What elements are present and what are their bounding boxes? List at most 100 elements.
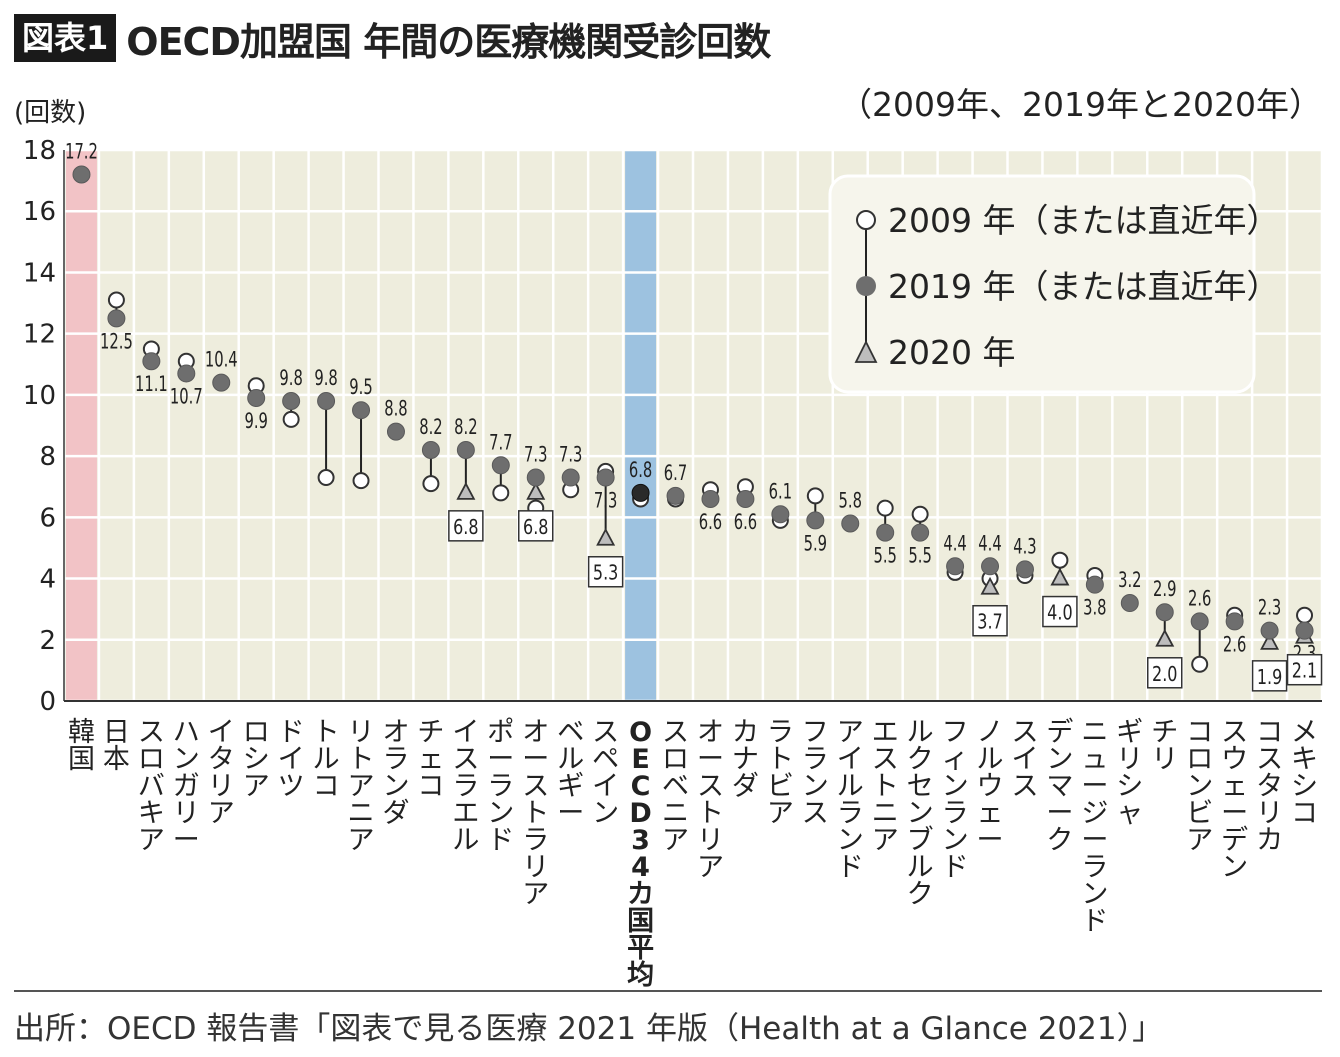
x-category-label: メキシコ <box>1291 717 1318 829</box>
data-label: 4.3 <box>1013 536 1036 559</box>
point-2019 <box>491 456 510 475</box>
data-label: 17.2 <box>65 141 98 164</box>
boxed-value-frame <box>1286 653 1323 686</box>
data-label: 5.5 <box>908 545 931 568</box>
point-2019 <box>247 388 266 407</box>
data-label: 6.6 <box>699 511 722 534</box>
data-label: 2.9 <box>1153 578 1176 601</box>
x-category-label: ハンガリー <box>173 717 200 856</box>
boxed-value-label: 5.3 <box>593 562 618 585</box>
boxed-value-label: 6.8 <box>453 516 478 539</box>
x-category-label: デンマーク <box>1046 717 1073 856</box>
data-label: 9.8 <box>279 367 302 390</box>
point-2009 <box>422 475 440 493</box>
legend-box <box>828 174 1256 394</box>
data-label: 10.4 <box>205 349 238 372</box>
x-category-label: ノルウェー <box>977 717 1004 856</box>
boxed-value-label: 4.0 <box>1047 602 1072 625</box>
x-category-label: コロンビア <box>1186 717 1213 856</box>
x-category-label: チリ <box>1151 717 1178 775</box>
point-2019 <box>981 557 1000 576</box>
x-category-label: トルコ <box>313 717 340 802</box>
point-2019 <box>666 486 685 505</box>
data-label: 4.4 <box>943 532 966 555</box>
x-category-label: オーストラリア <box>522 717 549 910</box>
y-tick-label: 4 <box>39 565 56 595</box>
x-category-label: 日本 <box>103 717 130 775</box>
y-axis-label: (回数) <box>14 98 87 128</box>
y-tick-label: 12 <box>23 320 56 350</box>
legend-marker-2009 <box>856 210 876 230</box>
point-2009 <box>1296 606 1314 624</box>
x-category-label: イタリア <box>208 717 235 829</box>
x-category-label: スロバキア <box>138 717 165 856</box>
x-category-label: イスラエル <box>452 717 479 856</box>
point-2009 <box>352 472 370 490</box>
x-category-label: 韓国 <box>68 717 95 775</box>
point-2019 <box>1260 621 1279 640</box>
x-category-label: O E C D 3 4 カ国平均 <box>627 717 654 991</box>
data-label: 3.2 <box>1118 569 1141 592</box>
point-2020 <box>980 576 1000 595</box>
data-label: 7.7 <box>489 431 512 454</box>
x-category-label: カナダ <box>732 717 759 802</box>
data-label: 6.7 <box>664 462 687 485</box>
legend-label-v2020: 2020 年 <box>888 333 1015 372</box>
x-category-label: スロベニア <box>662 717 689 856</box>
point-2019 <box>282 392 301 411</box>
point-2019 <box>1085 575 1104 594</box>
x-category-label: チェコ <box>417 717 444 802</box>
data-label: 6.1 <box>769 480 792 503</box>
boxed-value-frame <box>448 510 484 542</box>
point-2019 <box>911 523 930 542</box>
point-2019 <box>177 364 196 383</box>
point-2019 <box>1190 612 1209 631</box>
data-label: 5.8 <box>839 490 862 513</box>
point-2009 <box>1191 655 1209 673</box>
point-2019 <box>526 468 545 487</box>
point-2020 <box>456 481 476 500</box>
point-2019 <box>806 511 825 530</box>
data-label: 2.6 <box>1188 588 1211 611</box>
x-category-label: エストニア <box>872 717 899 856</box>
point-2019 <box>596 468 615 487</box>
x-category-label: ドイツ <box>278 717 305 802</box>
data-label: 9.5 <box>349 376 372 399</box>
point-2019 <box>1225 612 1244 631</box>
boxed-value-label: 6.8 <box>523 516 548 539</box>
x-category-label: オーストリア <box>697 717 724 883</box>
point-2019 <box>107 309 126 328</box>
point-2009 <box>492 484 510 502</box>
x-category-label: スウェーデン <box>1221 717 1248 883</box>
legend-label-v2019: 2019 年（または直近年） <box>888 267 1279 306</box>
boxed-value-frame <box>1042 595 1078 628</box>
x-category-label: フランス <box>802 717 829 829</box>
x-category-label: ベルギー <box>557 717 584 829</box>
point-2019 <box>701 489 720 508</box>
dot-plot-chart: 0 2 4 6 8 10 12 14 16 18 17.2 12.511.110.710.4 9.9 9.… <box>23 136 1324 991</box>
y-tick-label: 0 <box>39 687 56 717</box>
point-2019 <box>317 392 336 411</box>
x-category-label: リトアニア <box>348 717 375 856</box>
highlight-band <box>66 150 97 701</box>
point-2019 <box>561 468 580 487</box>
highlight-band <box>625 150 657 701</box>
source-note: 出所：OECD 報告書「図表で見る医療 2021 年版（Health at a … <box>14 1011 1164 1047</box>
point-2009 <box>806 487 824 505</box>
point-2019 <box>352 401 371 420</box>
point-2019 <box>1120 594 1139 613</box>
data-label: 6.8 <box>629 459 652 482</box>
point-2009 <box>317 469 335 487</box>
y-tick-label: 6 <box>39 503 56 533</box>
point-2020 <box>526 481 546 500</box>
boxed-value-frame <box>1147 657 1183 689</box>
y-tick-label: 18 <box>23 136 56 166</box>
data-label: 8.2 <box>419 416 442 439</box>
point-2019 <box>876 523 895 542</box>
data-label: 4.4 <box>978 532 1001 555</box>
point-2009 <box>876 499 894 517</box>
data-label: 8.8 <box>384 398 407 421</box>
figure-label: 図表1 <box>14 14 117 62</box>
boxed-value-label: 2.1 <box>1292 660 1317 683</box>
x-category-label: ギリシャ <box>1116 717 1143 829</box>
